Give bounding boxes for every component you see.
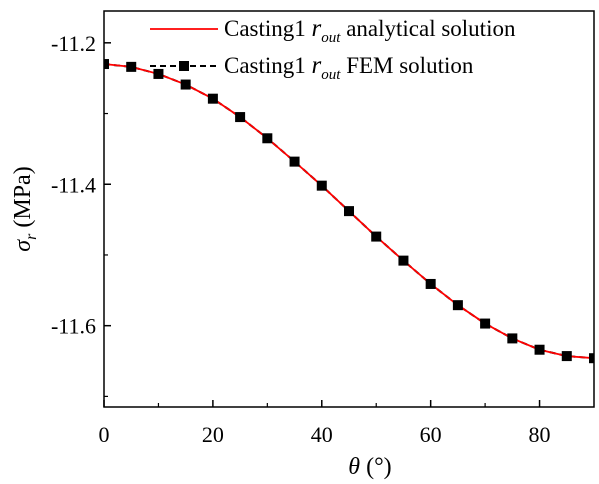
y-tick-label: -11.4 bbox=[51, 172, 96, 197]
fem-point bbox=[153, 68, 164, 79]
fem-point bbox=[262, 133, 273, 144]
fem-point bbox=[371, 231, 382, 242]
fem-point bbox=[534, 344, 545, 355]
series-fem-markers bbox=[104, 59, 594, 364]
x-tick-label: 20 bbox=[202, 422, 224, 447]
x-tick-label: 60 bbox=[420, 422, 442, 447]
y-tick-label: -11.6 bbox=[51, 314, 96, 339]
fem-point bbox=[344, 206, 354, 217]
fem-point bbox=[480, 318, 491, 329]
x-tick-label: 80 bbox=[529, 422, 551, 447]
legend-entry-fem: Casting1 rout FEM solution bbox=[150, 52, 474, 83]
fem-point bbox=[207, 93, 218, 104]
y-axis-label: σr (MPa) bbox=[10, 166, 40, 251]
legend-label: Casting1 rout FEM solution bbox=[224, 52, 474, 83]
x-tick-label: 40 bbox=[311, 422, 333, 447]
legend: Casting1 rout analytical solution Casting… bbox=[150, 15, 516, 83]
fem-point bbox=[398, 255, 409, 266]
fem-point bbox=[104, 59, 109, 70]
axes: 0 20 40 60 80 -11.2 -11.4 -11.6 θ (°) σr (MPa) bbox=[10, 10, 595, 480]
fem-point bbox=[589, 353, 594, 364]
y-tick-label: -11.2 bbox=[51, 31, 96, 56]
fem-point bbox=[507, 333, 518, 344]
legend-square-marker bbox=[179, 61, 189, 71]
fem-point bbox=[289, 156, 300, 167]
fem-point bbox=[425, 278, 436, 289]
legend-entry-analytical: Casting1 rout analytical solution bbox=[150, 15, 516, 46]
fem-point bbox=[126, 61, 137, 72]
plot-frame bbox=[103, 10, 595, 408]
x-axis-label: θ (°) bbox=[348, 454, 391, 480]
x-tick-label: 0 bbox=[99, 422, 110, 447]
series-layer bbox=[103, 59, 595, 364]
fem-point bbox=[316, 180, 327, 191]
fem-point bbox=[452, 300, 463, 311]
fem-point bbox=[235, 112, 246, 123]
fem-point bbox=[180, 79, 191, 90]
fem-point bbox=[561, 351, 572, 362]
legend-label: Casting1 rout analytical solution bbox=[224, 15, 516, 46]
